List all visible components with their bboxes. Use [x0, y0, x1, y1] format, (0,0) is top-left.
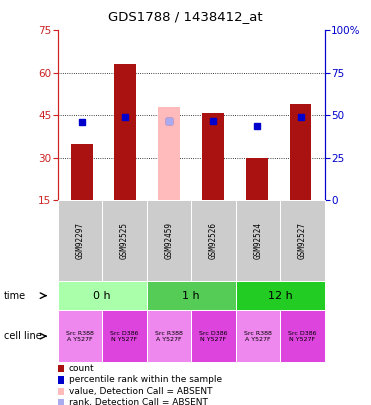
Bar	[158, 107, 180, 200]
Text: GSM92526: GSM92526	[209, 222, 218, 260]
Text: GSM92297: GSM92297	[75, 222, 84, 260]
Text: GDS1788 / 1438412_at: GDS1788 / 1438412_at	[108, 10, 263, 23]
Text: GSM92524: GSM92524	[253, 222, 262, 260]
Bar	[202, 113, 224, 200]
Text: 0 h: 0 h	[93, 291, 111, 301]
Text: cell line: cell line	[4, 331, 42, 341]
Text: 12 h: 12 h	[268, 291, 292, 301]
Text: rank, Detection Call = ABSENT: rank, Detection Call = ABSENT	[69, 398, 207, 405]
Text: GSM92459: GSM92459	[164, 222, 173, 260]
Text: Src R388
A Y527F: Src R388 A Y527F	[244, 331, 272, 341]
Text: Src D386
N Y527F: Src D386 N Y527F	[288, 331, 316, 341]
Text: count: count	[69, 364, 94, 373]
Text: time: time	[4, 291, 26, 301]
Text: Src D386
N Y527F: Src D386 N Y527F	[110, 331, 138, 341]
Text: GSM92527: GSM92527	[298, 222, 307, 260]
Bar	[290, 104, 312, 200]
Bar	[114, 64, 136, 200]
Bar	[70, 144, 92, 200]
Text: 1 h: 1 h	[182, 291, 200, 301]
Text: GSM92525: GSM92525	[120, 222, 129, 260]
Text: value, Detection Call = ABSENT: value, Detection Call = ABSENT	[69, 387, 212, 396]
Text: Src R388
A Y527F: Src R388 A Y527F	[155, 331, 183, 341]
Text: Src R388
A Y527F: Src R388 A Y527F	[66, 331, 94, 341]
Bar	[246, 158, 268, 200]
Text: percentile rank within the sample: percentile rank within the sample	[69, 375, 222, 384]
Text: Src D386
N Y527F: Src D386 N Y527F	[199, 331, 227, 341]
